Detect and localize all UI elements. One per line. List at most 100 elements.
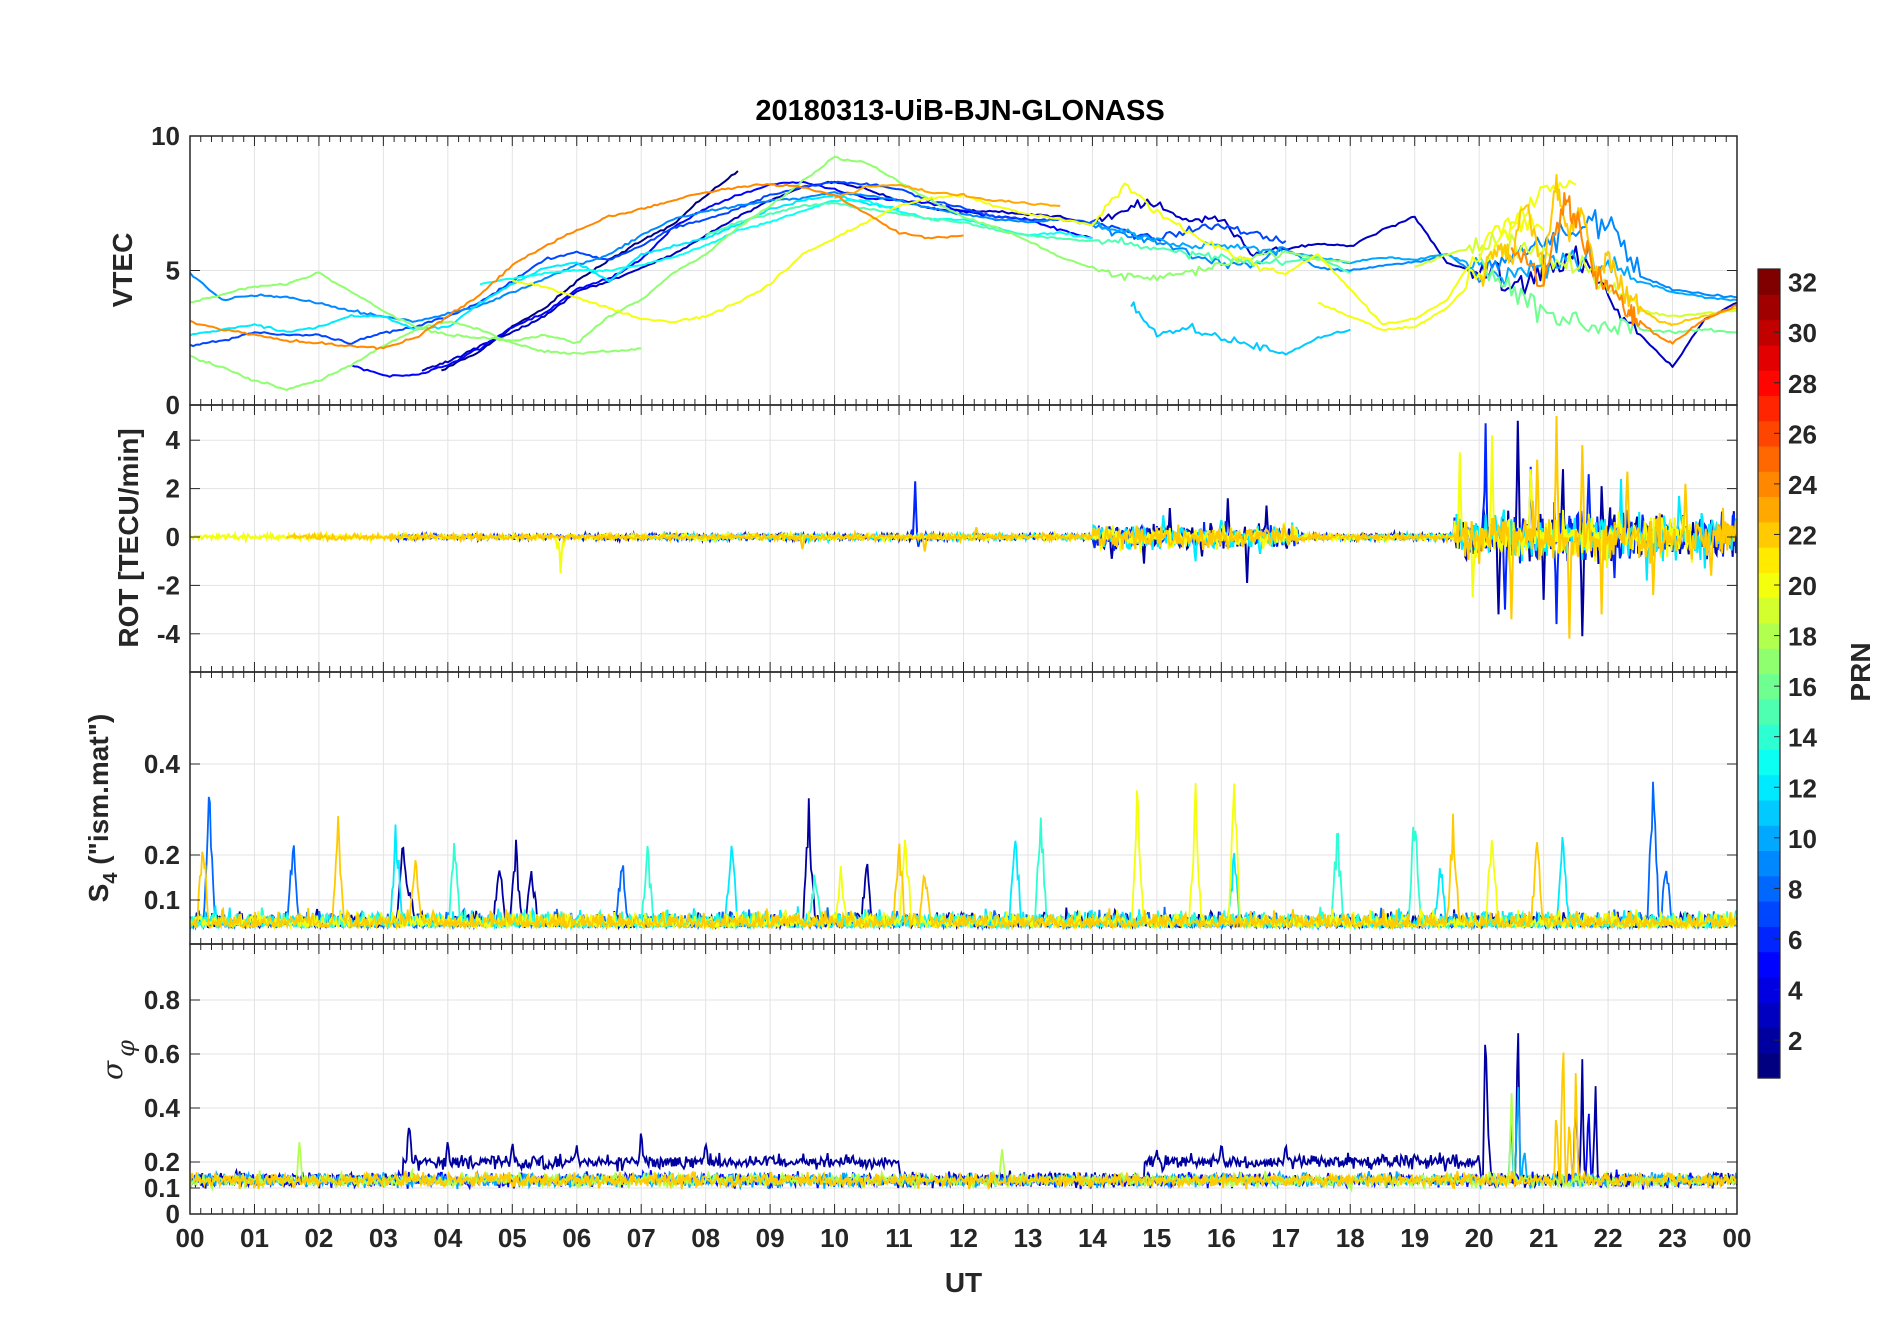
- x-tick-label: 14: [1078, 1223, 1107, 1253]
- series-line: [1130, 301, 1351, 356]
- colorbar-swatch: [1758, 825, 1780, 852]
- colorbar-swatch: [1758, 976, 1780, 1003]
- x-tick-label: 03: [369, 1223, 398, 1253]
- series-line: [190, 155, 1351, 345]
- series-line: [190, 194, 899, 337]
- ticks: [189, 405, 1738, 672]
- series-line: [285, 415, 1737, 639]
- colorbar-swatch: [1758, 799, 1780, 826]
- colorbar-swatch: [1758, 294, 1780, 321]
- ticks: [189, 672, 1738, 944]
- y-tick-label: 5: [166, 256, 180, 286]
- colorbar-swatch: [1758, 496, 1780, 523]
- series-line: [1414, 232, 1737, 318]
- x-tick-label: 00: [176, 1223, 205, 1253]
- y-tick-label: -2: [157, 570, 180, 600]
- x-tick-label: 15: [1142, 1223, 1171, 1253]
- y-axis-label: VTEC: [107, 233, 138, 308]
- y-tick-label: 0.2: [144, 840, 180, 870]
- x-tick-label: 04: [433, 1223, 462, 1253]
- series-line: [512, 182, 1545, 326]
- colorbar-swatch: [1758, 850, 1780, 877]
- x-tick-label: 07: [627, 1223, 656, 1253]
- x-tick-label: 18: [1336, 1223, 1365, 1253]
- series-group: [190, 155, 1737, 391]
- series-line: [190, 183, 964, 350]
- series-line: [704, 202, 1351, 275]
- ticks: [189, 944, 1738, 1215]
- series-line: [190, 191, 1737, 323]
- colorbar-swatch: [1758, 622, 1780, 649]
- colorbar-tick-label: 18: [1788, 622, 1817, 652]
- x-tick-label: 11: [885, 1223, 913, 1253]
- series-group: [190, 415, 1737, 639]
- y-tick-label: 0.4: [144, 749, 181, 779]
- colorbar-swatch: [1758, 344, 1780, 371]
- colorbar-tick-label: 20: [1788, 571, 1817, 601]
- colorbar-tick-label: 2: [1788, 1026, 1802, 1056]
- colorbar-tick-label: 12: [1788, 773, 1817, 803]
- colorbar-tick-label: 4: [1788, 976, 1803, 1006]
- x-tick-label: 20: [1465, 1223, 1494, 1253]
- colorbar-swatch: [1758, 926, 1780, 953]
- panel-rot: -4 -2 0 2 4: [157, 404, 1738, 673]
- y-tick-label: 0.1: [144, 885, 180, 915]
- x-axis: 00 01 02 03 04 05 06 07 08 09 10 11 12 13 14 15 16 17 18 19…: [176, 1223, 1752, 1298]
- s4-label-rest: ("ism.mat"): [83, 714, 114, 873]
- colorbar-tick-label: 14: [1788, 723, 1817, 753]
- colorbar-swatch: [1758, 648, 1780, 675]
- x-tick-label: 02: [304, 1223, 333, 1253]
- colorbar-swatch: [1758, 724, 1780, 750]
- colorbar-swatch: [1758, 370, 1780, 397]
- colorbar-tick-label: 22: [1788, 520, 1817, 550]
- y-tick-label: 0.6: [144, 1039, 180, 1069]
- chart-title: 20180313-UiB-BJN-GLONASS: [755, 95, 1164, 127]
- y-tick-label: 0: [166, 390, 180, 420]
- series-line: [190, 813, 1737, 931]
- y-tick-label: 0: [166, 1199, 180, 1229]
- s4-subscript: 4: [100, 872, 122, 884]
- series-line: [190, 1052, 1737, 1191]
- colorbar-swatch: [1758, 471, 1780, 498]
- colorbar-swatch: [1758, 547, 1780, 573]
- panel-vtec: 0 5 10: [151, 121, 1738, 420]
- colorbar-swatch: [1758, 901, 1780, 927]
- x-tick-label: 00: [1723, 1223, 1752, 1253]
- y-tick-label: -4: [157, 619, 181, 649]
- x-tick-label: 22: [1594, 1223, 1623, 1253]
- x-tick-label: 09: [756, 1223, 785, 1253]
- colorbar-swatch: [1758, 1002, 1780, 1029]
- colorbar-tick-label: 10: [1788, 824, 1817, 854]
- x-tick-label: 23: [1658, 1223, 1687, 1253]
- y-tick-label: 10: [151, 121, 180, 151]
- y-tick-label: 4: [166, 425, 181, 455]
- colorbar-swatch: [1758, 597, 1780, 624]
- series-line: [1317, 179, 1577, 332]
- colorbar-swatch: [1758, 749, 1780, 776]
- series-line: [1510, 192, 1737, 345]
- colorbar-tick-label: 26: [1788, 419, 1817, 449]
- colorbar-tick-label: 28: [1788, 369, 1817, 399]
- colorbar-tick-label: 6: [1788, 925, 1802, 955]
- x-tick-label: 13: [1013, 1223, 1042, 1253]
- colorbar-swatch: [1758, 951, 1780, 978]
- colorbar-swatch: [1758, 774, 1780, 801]
- series-line: [1092, 221, 1737, 302]
- y-tick-label: 0.8: [144, 985, 180, 1015]
- colorbar-tick-label: 16: [1788, 672, 1817, 702]
- colorbar-swatch: [1758, 572, 1780, 599]
- colorbar-swatch: [1758, 698, 1780, 725]
- panel-sigma-phi: 00.10.2 0.4 0.6 0.8: [144, 943, 1738, 1229]
- phi-subscript: φ: [112, 1040, 140, 1057]
- series-line: [190, 320, 642, 391]
- x-tick-label: 10: [820, 1223, 849, 1253]
- colorbar-swatch: [1758, 445, 1780, 472]
- series-line: [350, 180, 1093, 378]
- colorbar-swatch: [1758, 875, 1780, 902]
- colorbar-swatch: [1758, 521, 1780, 548]
- x-tick-label: 16: [1207, 1223, 1236, 1253]
- x-tick-label: 12: [949, 1223, 978, 1253]
